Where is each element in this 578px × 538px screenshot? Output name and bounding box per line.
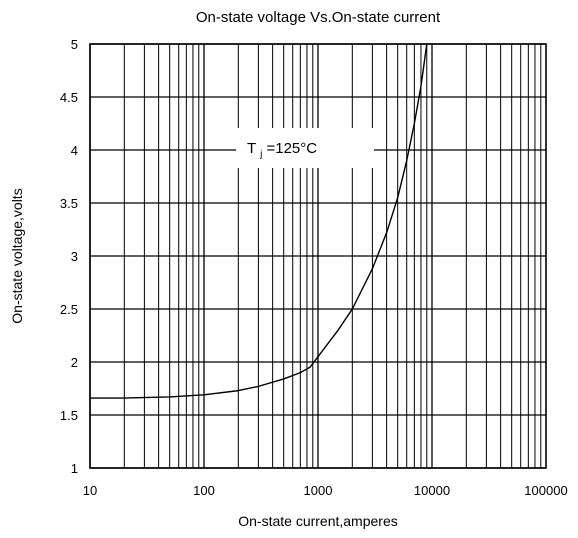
x-tick-label: 100	[193, 483, 215, 498]
x-tick-label: 1000	[304, 483, 333, 498]
x-axis-label: On-state current,amperes	[238, 513, 398, 529]
y-tick-label: 1.5	[60, 408, 78, 423]
annotation-text: T j =125°C	[247, 140, 317, 161]
y-tick-label: 3	[71, 249, 78, 264]
y-tick-label: 1	[71, 461, 78, 476]
x-tick-label: 10000	[414, 483, 450, 498]
axes-layer	[89, 43, 547, 469]
plot-frame	[89, 43, 547, 469]
annotation-subscript: j	[259, 149, 262, 160]
annotation-box	[236, 128, 374, 168]
series-line	[90, 43, 428, 399]
y-tick-label: 3.5	[60, 196, 78, 211]
y-axis-label: On-state voltage,volts	[9, 188, 25, 323]
y-tick-label: 5	[71, 37, 78, 52]
series-layer	[90, 43, 428, 399]
annotation-rest: =125°C	[266, 140, 317, 157]
x-tick-label: 10	[83, 483, 97, 498]
annotation-layer: T j =125°C	[236, 128, 374, 168]
y-tick-label: 4	[71, 143, 78, 158]
y-tick-label: 2	[71, 355, 78, 370]
annotation-main: T	[247, 140, 256, 157]
y-tick-label: 2.5	[60, 302, 78, 317]
ticks-layer: 10 100 1000 10000 100000 1 1.5 2 2.5 3 3.5 4 4.5 5	[60, 37, 568, 498]
y-tick-label: 4.5	[60, 90, 78, 105]
chart-title: On-state voltage Vs.On-state current	[196, 9, 441, 26]
grid-layer	[89, 43, 546, 469]
x-tick-label: 100000	[524, 483, 567, 498]
